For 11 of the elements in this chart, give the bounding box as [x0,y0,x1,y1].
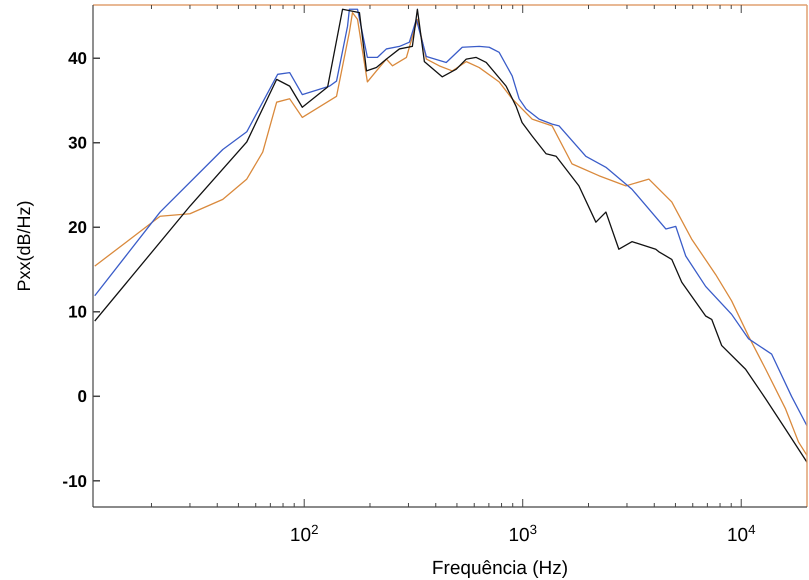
x-axis-title: Frequência (Hz) [432,558,568,579]
y-tick-label: 40 [68,49,87,68]
y-tick-label: -10 [62,472,87,491]
y-tick-label: 30 [68,134,87,153]
y-tick-label: 0 [78,387,87,406]
x-tick-label: 10$^{3}$ [508,522,537,546]
x-tick-label: 10$^{2}$ [290,522,318,546]
y-axis-title: Pxx(dB/Hz) [14,200,34,292]
y-tick-label: 20 [68,218,87,238]
x-tick-label: 10$^{4}$ [726,522,756,546]
y-tick-label: 10 [68,302,87,322]
